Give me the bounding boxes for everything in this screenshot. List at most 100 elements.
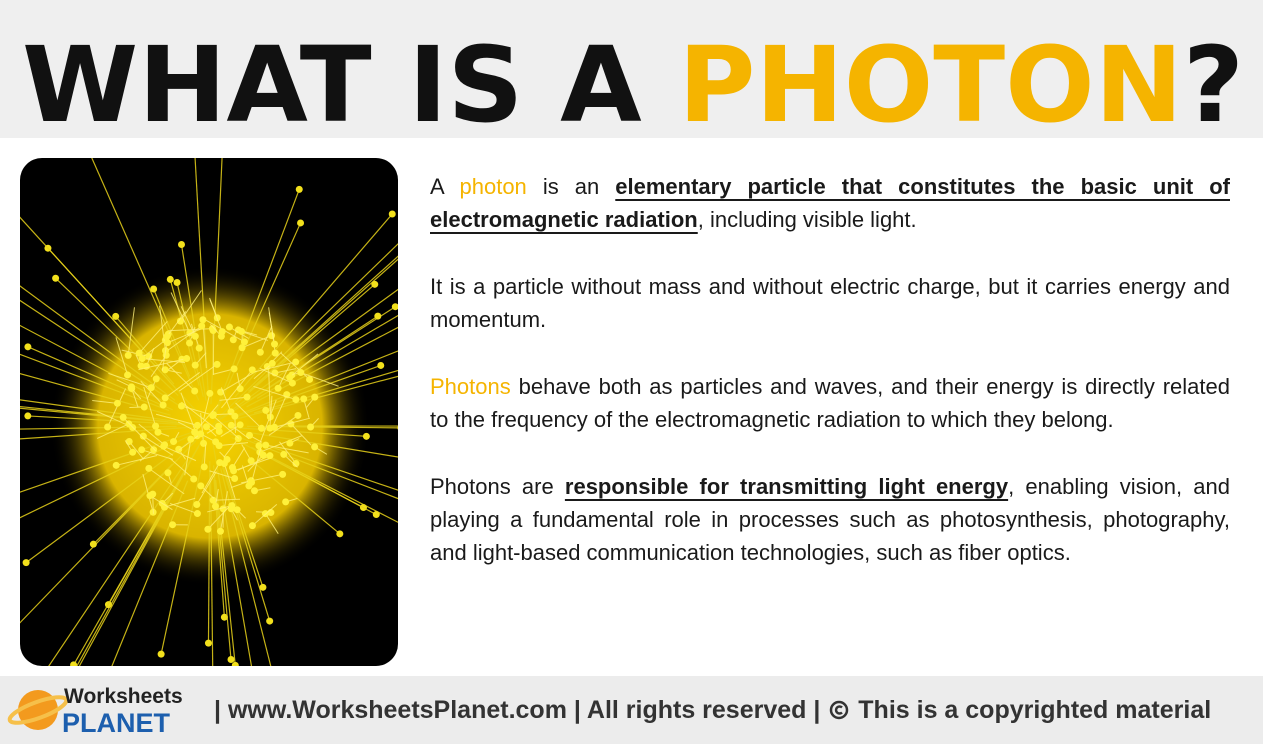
core-dot [186,339,194,347]
core-dot [113,399,121,407]
core-ray [235,402,262,429]
core-ray [274,368,297,374]
core-ray [138,423,165,446]
ray [20,350,171,416]
core-dot [294,411,302,419]
core-dot [191,428,199,436]
core-ray [223,438,239,458]
core-dot [129,448,137,456]
core-dot [152,375,160,383]
text-segment: responsible for transmitting light energ… [564,474,1009,499]
core-ray [209,470,235,479]
ray [92,463,173,545]
core-ray [180,290,202,322]
core-ray [268,369,271,417]
ray [73,480,189,666]
core-dot [292,396,300,404]
ray [27,346,173,411]
core-dot [243,393,251,401]
core-dot [282,498,290,506]
core-ray [230,424,250,440]
ray [215,480,236,666]
core-dot [236,421,244,429]
ray [246,294,398,408]
core-ray [169,457,195,480]
ray [251,446,398,573]
ray [253,359,398,414]
core-ray [96,423,130,439]
core-dot [306,375,314,383]
planet-ring [7,695,69,725]
core-dot [238,344,246,352]
core-dot [124,371,132,379]
ray [160,447,207,655]
core-dot [233,506,241,514]
core-dot [146,492,154,500]
core-ray [272,394,288,426]
core-ray [253,363,273,380]
core-ray [143,386,157,427]
core-dot [195,344,203,352]
ray [20,391,177,423]
ray [63,465,189,666]
core-dot [164,469,172,477]
core-ray [115,337,129,376]
ray-dot [52,274,60,282]
core-dot [140,403,148,411]
ray-dot [266,617,274,625]
core-ray [207,505,232,513]
ray [207,461,211,644]
ray-dot [22,559,30,567]
core-dot [200,463,208,471]
core-dot [197,482,205,490]
core-dot [183,355,191,363]
core-dot [268,359,276,367]
core-dot [163,333,171,341]
ray-dot [70,661,78,666]
core-ray [212,415,240,439]
title-svg: WHAT IS A PHOTON? [22,24,1244,146]
title-part: ? [1183,24,1244,138]
core-ray [150,354,167,377]
core-dot [307,423,315,431]
core-ray [163,445,197,462]
core-ray [253,361,296,373]
core-ray [231,480,252,488]
core-ray [300,372,339,387]
core-ray [259,367,293,384]
ray-dot [374,312,382,320]
ray [235,283,376,405]
core-dot [152,422,160,430]
text-segment: It is a particle without mass and withou… [430,274,1230,332]
core-dot [137,362,145,370]
core-dot [231,474,239,482]
core-ray [265,513,279,534]
core-dot [266,452,274,460]
core-dot [259,451,267,459]
core-dot [161,394,169,402]
core-dot [286,373,294,381]
paragraph: Photons are responsible for transmitting… [430,470,1230,569]
ray [20,395,180,424]
core-dot [238,327,246,335]
core-ray [203,393,211,419]
core-dot [127,384,135,392]
core-dot [193,510,201,518]
core-ray [289,353,319,378]
core-dot [215,427,223,435]
ray-dot [297,219,305,227]
core-dot [311,393,319,401]
paragraph: It is a particle without mass and withou… [430,270,1230,336]
ray [211,438,256,666]
ray-dot [157,650,165,658]
text-segment: Photons [430,374,511,399]
ray-dot [24,343,32,351]
core-ray [241,465,250,486]
ray [20,425,210,450]
core-ray [184,439,192,476]
ray-dot [24,412,32,420]
ray [262,453,377,516]
ray [237,364,381,417]
ray-dot [173,279,181,287]
footer-notice: This is a copyrighted material [858,696,1212,724]
